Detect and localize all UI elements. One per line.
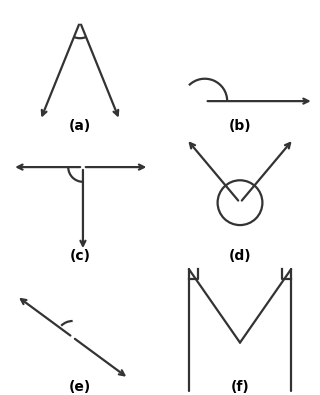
Text: (f): (f) [231,380,249,394]
Text: (e): (e) [69,380,91,394]
Text: (a): (a) [69,119,91,133]
Text: (c): (c) [69,249,91,263]
Text: (b): (b) [229,119,251,133]
Text: (d): (d) [229,249,251,263]
